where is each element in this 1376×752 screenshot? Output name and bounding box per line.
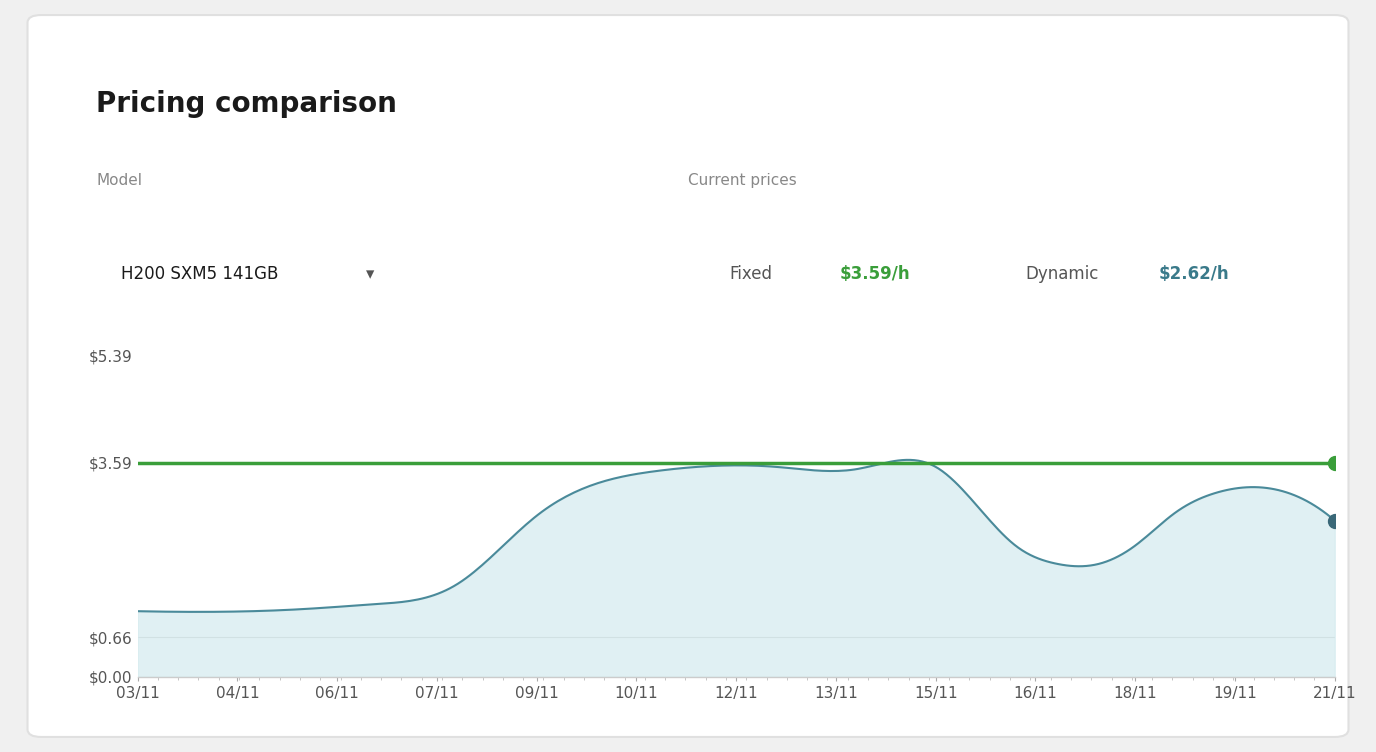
Text: ▾: ▾ <box>366 265 374 284</box>
FancyBboxPatch shape <box>28 15 1348 737</box>
Text: Fixed: Fixed <box>729 265 772 284</box>
Text: Model: Model <box>96 173 142 188</box>
Text: H200 SXM5 141GB: H200 SXM5 141GB <box>121 265 278 284</box>
Text: Pricing comparison: Pricing comparison <box>96 90 398 118</box>
FancyBboxPatch shape <box>976 246 1293 304</box>
Text: $2.62/h: $2.62/h <box>1159 265 1229 284</box>
Text: Current prices: Current prices <box>688 173 797 188</box>
Text: Dynamic: Dynamic <box>1025 265 1099 284</box>
Text: $3.59/h: $3.59/h <box>839 265 910 284</box>
FancyBboxPatch shape <box>81 246 414 304</box>
FancyBboxPatch shape <box>674 246 977 304</box>
